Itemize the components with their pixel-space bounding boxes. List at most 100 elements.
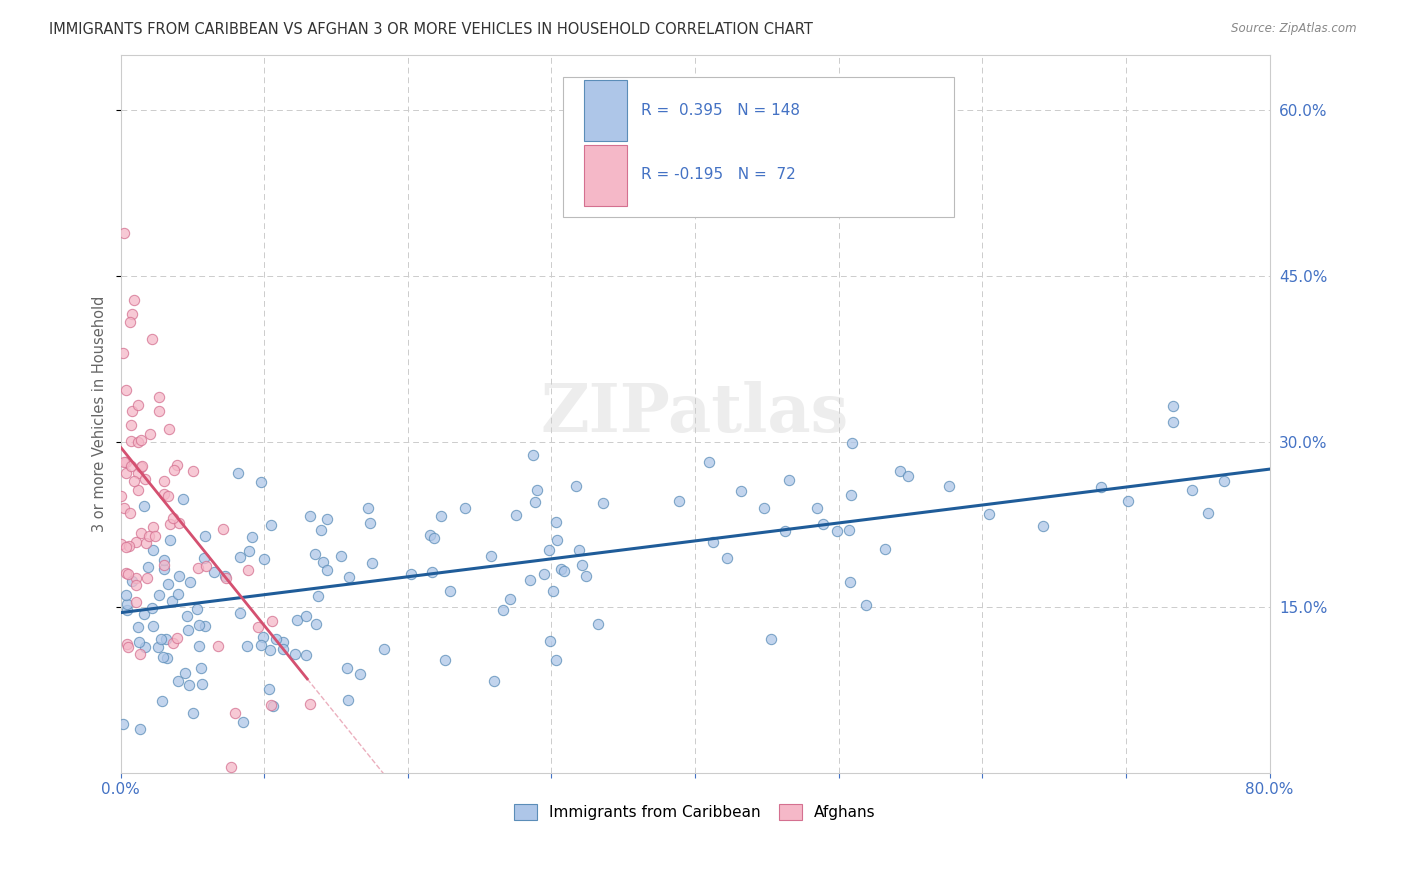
Point (841, 436, 863, 450)
Point (373, 641, 395, 656)
Point (571, 558, 593, 573)
Point (138, 529, 160, 543)
Point (124, 578, 146, 592)
Point (186, 601, 208, 615)
Point (1090, 479, 1112, 493)
Point (889, 464, 911, 478)
Point (224, 706, 246, 721)
Point (162, 594, 184, 608)
Point (259, 643, 281, 657)
Point (135, 536, 157, 550)
Point (482, 674, 505, 689)
Point (134, 499, 156, 513)
Point (1197, 506, 1219, 520)
Y-axis label: 3 or more Vehicles in Household: 3 or more Vehicles in Household (93, 296, 107, 533)
Point (148, 404, 170, 418)
Point (120, 417, 142, 432)
Point (257, 681, 280, 696)
Point (183, 465, 205, 479)
Point (262, 614, 284, 628)
Point (1161, 415, 1184, 429)
Point (115, 384, 138, 398)
Point (523, 495, 546, 509)
Point (838, 575, 860, 590)
Point (568, 542, 591, 557)
Point (121, 574, 143, 588)
Point (897, 469, 920, 483)
Text: ZIPatlas: ZIPatlas (541, 382, 849, 446)
Point (141, 600, 163, 615)
Point (114, 454, 136, 468)
Point (176, 609, 198, 624)
Point (110, 489, 132, 503)
Point (129, 722, 152, 736)
Point (177, 677, 200, 691)
Point (125, 571, 148, 585)
Point (537, 543, 560, 558)
Point (697, 455, 720, 469)
Point (152, 650, 174, 665)
Point (229, 550, 252, 565)
Point (157, 422, 180, 436)
Point (294, 648, 316, 662)
Point (112, 455, 135, 469)
Point (122, 293, 145, 307)
Point (162, 636, 184, 650)
Point (262, 699, 284, 714)
Point (811, 516, 834, 531)
Point (129, 525, 152, 540)
Point (285, 613, 308, 627)
Point (544, 515, 567, 529)
Text: R = -0.195   N =  72: R = -0.195 N = 72 (641, 168, 796, 183)
Point (330, 549, 353, 564)
Point (142, 618, 165, 632)
Point (1212, 475, 1234, 489)
Point (434, 653, 457, 667)
Point (115, 637, 138, 651)
Point (399, 567, 422, 582)
Point (546, 533, 568, 547)
Point (131, 434, 153, 448)
Point (264, 632, 287, 646)
Point (299, 508, 322, 523)
Point (166, 631, 188, 645)
Point (250, 638, 273, 652)
Point (131, 459, 153, 474)
Point (316, 563, 339, 577)
Point (479, 549, 502, 563)
Point (141, 332, 163, 346)
Point (544, 653, 567, 667)
Point (114, 467, 136, 481)
Point (232, 714, 254, 729)
Point (550, 562, 572, 576)
Point (242, 530, 264, 544)
Point (247, 620, 270, 634)
Point (194, 559, 217, 574)
Point (121, 404, 143, 418)
Point (167, 587, 190, 601)
Point (162, 511, 184, 525)
Point (305, 617, 328, 632)
Point (120, 459, 142, 474)
Point (938, 479, 960, 493)
Point (553, 564, 575, 578)
Point (423, 531, 446, 545)
Point (519, 573, 541, 587)
Point (565, 479, 588, 493)
Point (730, 484, 752, 499)
Point (152, 561, 174, 575)
Point (149, 632, 172, 646)
Point (172, 491, 194, 506)
Text: IMMIGRANTS FROM CARIBBEAN VS AFGHAN 3 OR MORE VEHICLES IN HOUSEHOLD CORRELATION : IMMIGRANTS FROM CARIBBEAN VS AFGHAN 3 OR… (49, 22, 813, 37)
Point (120, 506, 142, 520)
Point (778, 473, 800, 487)
Point (439, 583, 461, 598)
Point (143, 529, 166, 543)
Point (148, 640, 170, 655)
Point (159, 517, 181, 532)
Point (592, 496, 614, 510)
Text: Source: ZipAtlas.com: Source: ZipAtlas.com (1232, 22, 1357, 36)
Point (166, 458, 188, 473)
Point (111, 346, 134, 360)
Point (115, 603, 138, 617)
